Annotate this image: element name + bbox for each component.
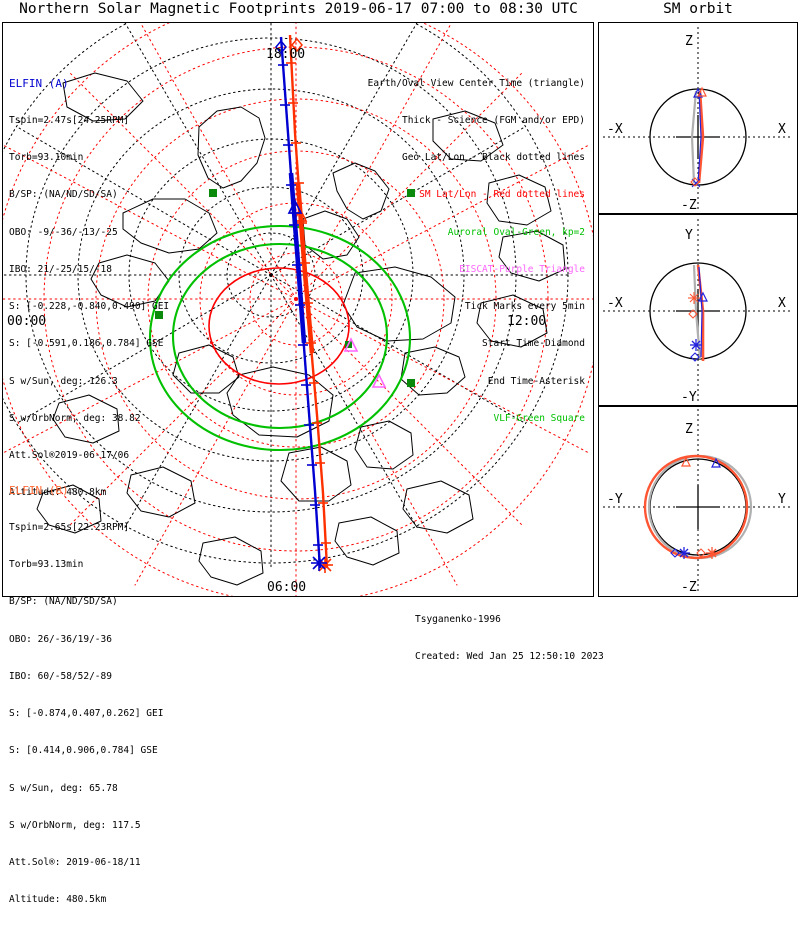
- elfin-b-line-5: S: [-0.874,0.407,0.262] GEI: [9, 708, 164, 720]
- elfin-a-line-8: S w/OrbNorm, deg: 38.82: [9, 412, 141, 424]
- sm-orbit-title: SM orbit: [663, 1, 733, 17]
- orbit-yz-axis-y: Y: [778, 492, 786, 507]
- elfin-a-name: ELFIN (A): [9, 76, 69, 90]
- elfin-a-ticks: [278, 64, 323, 546]
- clock-label-06: 06:00: [267, 580, 307, 595]
- elfin-a-line-9: Att.Sol®2019-06-17/06: [9, 450, 130, 461]
- page-title: Northern Solar Magnetic Footprints 2019-…: [19, 1, 578, 17]
- elfin-b-line-8: S w/OrbNorm, deg: 117.5: [9, 819, 141, 831]
- sm-orbit-panel-yz: Z Y -Y -Z: [598, 406, 798, 597]
- orbit-xy-axis-neg-y: -Y: [681, 390, 697, 405]
- screenshot-root: Northern Solar Magnetic Footprints 2019-…: [0, 0, 800, 905]
- elfin-a-line-2: B/SP: (NA/ND/SD/SA): [9, 189, 118, 201]
- auroral-oval-inner: [208, 267, 350, 385]
- elfin-a-line-0: Tspin=2.47s[24.25RPM]: [9, 115, 130, 127]
- elfin-b-name: ELFIN (B): [9, 483, 69, 497]
- orbit-xy-svg: Y X -X -Y: [603, 219, 793, 405]
- orbit-xy-axis-neg-x: -X: [607, 296, 623, 311]
- elfin-b-line-6: S: [0.414,0.906,0.784] GSE: [9, 745, 158, 757]
- elfin-b-markers: [291, 37, 333, 573]
- elfin-b-line-3: OBO: 26/-36/19/-36: [9, 633, 112, 645]
- sm-orbit-panel-xy: Y X -X -Y: [598, 214, 798, 406]
- elfin-b-line-0: Tspin=2.65s[22.23RPM]: [9, 522, 130, 534]
- elfin-a-line-1: Torb=93.10min: [9, 152, 84, 164]
- eiscat-triangle: [343, 337, 387, 388]
- clock-label-18: 18:00: [266, 47, 306, 62]
- legend-item-tick-marks: Tick Marks every 5min: [464, 301, 585, 313]
- clock-label-00: 00:00: [7, 314, 47, 329]
- orbit-yz-axis-z: Z: [685, 422, 693, 437]
- elfin-a-line-4: IBO: 21/-25/15/-18: [9, 263, 112, 275]
- elfin-b-info-block: ELFIN (B) Tspin=2.65s[22.23RPM] Torb=93.…: [9, 460, 163, 931]
- elfin-b-line-4: IBO: 60/-58/52/-89: [9, 670, 112, 682]
- legend-item-geo-latlon: Geo Lat/Lon - Black dotted lines: [401, 152, 585, 164]
- elfin-b-line-10: Altitude: 480.5km: [9, 894, 107, 906]
- clock-label-12: 12:00: [507, 314, 547, 329]
- elfin-b-track: [288, 34, 329, 569]
- elfin-b-line-2: B/SP: (NA/ND/SD/SA): [9, 596, 118, 608]
- elfin-a-line-10: Altitude: 480.8km: [9, 487, 107, 499]
- main-map-panel: 18:00 00:00 12:00 06:00 ELFIN (A) Tspin=…: [2, 22, 604, 905]
- legend-item-start-time: Start Time-Diamond: [482, 338, 585, 350]
- legend-item-eiscat: EISCAT-Purple Triangle: [459, 263, 585, 275]
- polar-map-svg: [3, 23, 593, 596]
- legend-item-auroral-oval: Auroral Oval-Green, kp=2: [447, 226, 585, 238]
- geo-grid: [3, 23, 570, 569]
- model-name: Tsyganenko-1996: [415, 613, 501, 625]
- created-time: Created: Wed Jan 25 12:50:10 2023: [415, 651, 604, 663]
- orbit-yz-axis-neg-z: -Z: [681, 580, 697, 595]
- elfin-b-ticks: [286, 62, 331, 544]
- sm-grid: [3, 23, 593, 596]
- elfin-a-line-3: OBO: -9/-36/-13/-25: [9, 226, 118, 238]
- orbit-yz-svg: Z Y -Y -Z: [603, 409, 793, 595]
- elfin-a-line-7: S w/Sun, deg: 126.3: [9, 375, 118, 387]
- orbit-xz-axis-x: X: [778, 122, 786, 137]
- elfin-a-line-5: S: [-0.228,-0.840,0.490] GEI: [9, 301, 170, 313]
- credits-block: Tsyganenko-1996 Created: Wed Jan 25 12:5…: [415, 589, 604, 688]
- orbit-xz-axis-z: Z: [685, 34, 693, 49]
- elfin-b-line-7: S w/Sun, deg: 65.78: [9, 782, 118, 794]
- orbit-xy-axis-y: Y: [685, 228, 693, 243]
- elfin-b-line-1: Torb=93.13min: [9, 559, 84, 571]
- orbit-xz-svg: Z X -X -Z: [603, 27, 793, 213]
- sm-orbit-panel-xz: Z X -X -Z: [598, 22, 798, 214]
- legend-item-center-time: Earth/Oval View Center Time (triangle): [367, 77, 585, 89]
- elfin-a-info-block: ELFIN (A) Tspin=2.47s[24.25RPM] Torb=93.…: [9, 53, 169, 524]
- legend-item-sm-latlon: SM Lat/Lon - Red dotted lines: [419, 189, 585, 201]
- orbit-yz-axis-neg-y: -Y: [607, 492, 623, 507]
- coastlines: [36, 72, 566, 586]
- elfin-a-markers: [275, 39, 327, 571]
- orbit-xy-axis-x: X: [778, 296, 786, 311]
- elfin-a-line-6: S: [-0.591,0.186,0.784] GSE: [9, 338, 164, 350]
- map-legend: Earth/Oval View Center Time (triangle) T…: [368, 53, 585, 450]
- elfin-b-line-9: Att.Sol®: 2019-06-18/11: [9, 857, 141, 868]
- orbit-xz-axis-neg-z: -Z: [681, 198, 697, 213]
- legend-item-end-time: End Time-Asterisk: [487, 375, 585, 387]
- orbit-xz-axis-neg-x: -X: [607, 122, 623, 137]
- auroral-oval: [148, 224, 412, 452]
- legend-item-thick-science: Thick - Science (FGM and/or EPD): [401, 115, 585, 127]
- legend-item-vlf: VLF-Green Square: [493, 412, 585, 424]
